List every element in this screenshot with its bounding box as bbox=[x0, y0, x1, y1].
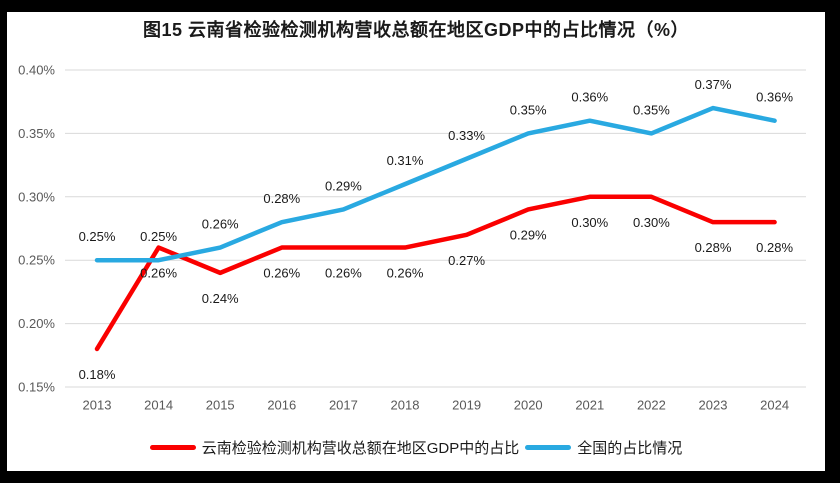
x-axis-tick-label: 2023 bbox=[699, 398, 728, 413]
data-label-national: 0.33% bbox=[448, 128, 485, 143]
series-line-national bbox=[94, 105, 777, 263]
legend-item-national: 全国的占比情况 bbox=[525, 437, 682, 458]
data-label-yunnan: 0.29% bbox=[510, 227, 547, 242]
x-axis-tick-label: 2019 bbox=[452, 398, 481, 413]
x-axis-tick-label: 2016 bbox=[267, 398, 296, 413]
data-label-national: 0.37% bbox=[695, 77, 732, 92]
chart-title: 图15 云南省检验检测机构营收总额在地区GDP中的占比情况（%） bbox=[142, 20, 690, 40]
x-axis-tick-label: 2015 bbox=[206, 398, 235, 413]
data-label-yunnan: 0.26% bbox=[263, 266, 300, 281]
x-axis-tick-label: 2022 bbox=[637, 398, 666, 413]
data-label-national: 0.36% bbox=[571, 90, 608, 105]
data-label-national: 0.25% bbox=[140, 229, 177, 244]
data-label-national: 0.35% bbox=[633, 102, 670, 117]
y-axis-tick-label: 0.30% bbox=[18, 189, 55, 204]
national-line-swatch bbox=[525, 444, 572, 450]
data-label-yunnan: 0.30% bbox=[571, 215, 608, 230]
legend: 云南检验检测机构营收总额在地区GDP中的占比 全国的占比情况 bbox=[7, 435, 825, 459]
x-axis-tick-label: 2024 bbox=[760, 398, 789, 413]
data-label-yunnan: 0.18% bbox=[79, 367, 116, 382]
data-label-yunnan: 0.28% bbox=[695, 240, 732, 255]
x-axis-tick-label: 2013 bbox=[83, 398, 112, 413]
chart-canvas: 图15 云南省检验检测机构营收总额在地区GDP中的占比情况（%） 0.15% 0.… bbox=[7, 12, 825, 471]
data-label-national: 0.25% bbox=[79, 229, 116, 244]
legend-label-yunnan: 云南检验检测机构营收总额在地区GDP中的占比 bbox=[201, 439, 520, 457]
y-axis-tick-label: 0.40% bbox=[18, 63, 55, 78]
y-axis-tick-label: 0.35% bbox=[18, 126, 55, 141]
data-label-yunnan: 0.30% bbox=[633, 215, 670, 230]
y-axis-tick-label: 0.15% bbox=[18, 380, 55, 395]
yunnan-line-swatch bbox=[149, 444, 196, 450]
data-label-national: 0.28% bbox=[263, 191, 300, 206]
legend-label-national: 全国的占比情况 bbox=[577, 439, 683, 457]
data-label-yunnan: 0.28% bbox=[756, 240, 793, 255]
data-label-yunnan: 0.24% bbox=[202, 291, 239, 306]
x-axis-tick-label: 2021 bbox=[575, 398, 604, 413]
data-label-national: 0.31% bbox=[387, 153, 424, 168]
x-axis-tick-label: 2018 bbox=[391, 398, 420, 413]
x-axis-tick-label: 2017 bbox=[329, 398, 358, 413]
data-label-national: 0.35% bbox=[510, 102, 547, 117]
data-label-national: 0.36% bbox=[756, 90, 793, 105]
data-label-national: 0.29% bbox=[325, 178, 362, 193]
x-axis-tick-label: 2014 bbox=[144, 398, 173, 413]
series-line-yunnan bbox=[94, 194, 777, 352]
y-axis-tick-label: 0.20% bbox=[18, 316, 55, 331]
data-label-yunnan: 0.27% bbox=[448, 253, 485, 268]
y-axis-tick-label: 0.25% bbox=[18, 253, 55, 268]
line-chart-plot: 0.15% 0.20% 0.25% 0.30% 0.35% 0.40% 2013 2014 20… bbox=[18, 63, 806, 413]
legend-item-yunnan: 云南检验检测机构营收总额在地区GDP中的占比 bbox=[149, 437, 520, 458]
data-label-national: 0.26% bbox=[202, 217, 239, 232]
data-label-yunnan: 0.26% bbox=[387, 266, 424, 281]
data-label-yunnan: 0.26% bbox=[140, 266, 177, 281]
data-label-yunnan: 0.26% bbox=[325, 266, 362, 281]
x-axis-tick-label: 2020 bbox=[514, 398, 543, 413]
